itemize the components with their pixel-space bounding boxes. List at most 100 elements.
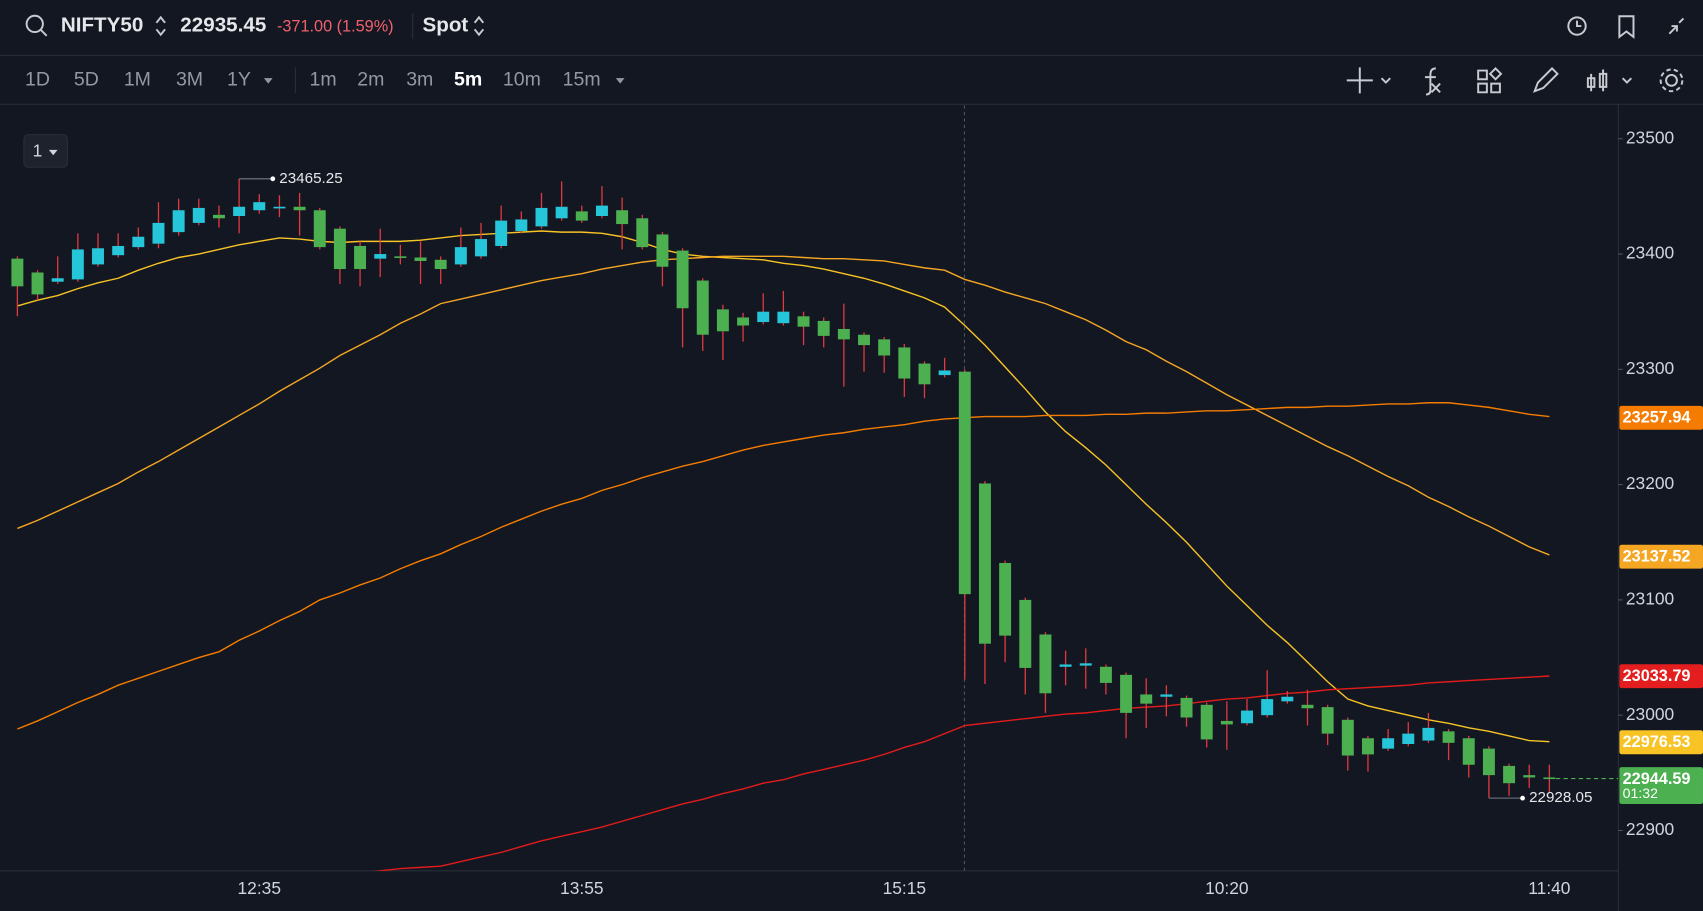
- pane-selector[interactable]: [23, 134, 68, 168]
- candle-body: [354, 245, 367, 270]
- candle-body: [434, 259, 447, 270]
- candle-body: [898, 347, 911, 379]
- caret: [615, 78, 625, 84]
- x-tick-label: 15:15: [883, 878, 926, 898]
- interval-button[interactable]: 5m: [454, 69, 482, 91]
- settings-icon[interactable]: [1665, 73, 1678, 87]
- candle-body: [495, 220, 508, 246]
- chart-type-icon[interactable]: [1586, 69, 1608, 92]
- interval-button[interactable]: 10m: [503, 69, 541, 91]
- interval-button[interactable]: 3m: [406, 69, 433, 91]
- pane-label[interactable]: 1: [33, 141, 43, 161]
- range-button[interactable]: 1D: [25, 69, 50, 91]
- candle-body: [333, 228, 346, 270]
- price-tag-label: 23137.52: [1623, 547, 1691, 565]
- candle-body: [1503, 765, 1516, 784]
- y-tick-label: 23200: [1626, 473, 1674, 493]
- search-icon[interactable]: [25, 14, 44, 34]
- candle-body: [616, 210, 629, 225]
- symbol-switch[interactable]: [155, 15, 166, 37]
- candle-body: [31, 272, 44, 295]
- mode[interactable]: Spot: [422, 14, 468, 37]
- candle-body: [1382, 738, 1395, 749]
- candle-body: [1482, 748, 1495, 776]
- candle-body: [313, 210, 326, 248]
- candle-body: [1462, 738, 1475, 765]
- price-tag-label: 22944.59: [1623, 770, 1691, 788]
- candle-body: [676, 250, 689, 309]
- candle-body: [152, 222, 165, 244]
- caret: [263, 78, 273, 84]
- price-tag-label: 23257.94: [1623, 409, 1691, 427]
- countdown: 01:32: [1623, 785, 1658, 801]
- range-button[interactable]: 3M: [176, 69, 203, 91]
- collapse-icon[interactable]: [1668, 17, 1685, 35]
- price-tag: [1619, 730, 1703, 755]
- candle-body: [1543, 777, 1556, 780]
- interval-button[interactable]: 1m: [310, 69, 337, 91]
- candle-body: [1180, 697, 1193, 718]
- candle-body: [716, 309, 729, 332]
- candle-body: [777, 311, 790, 324]
- price-tag: [1619, 405, 1703, 430]
- candle-body: [1361, 738, 1374, 755]
- candle-body: [172, 210, 185, 233]
- y-tick-label: 23300: [1626, 358, 1674, 378]
- candle-body: [535, 207, 548, 227]
- caret: [1380, 77, 1391, 84]
- candle-body: [1079, 663, 1092, 666]
- moving-average: [17, 255, 1550, 556]
- candle-body: [293, 206, 306, 211]
- templates-icon[interactable]: [1477, 67, 1503, 94]
- low-marker-label: 22928.05: [1529, 789, 1592, 806]
- candle-body: [515, 219, 528, 231]
- moving-average: [17, 402, 1550, 730]
- interval-button[interactable]: 15m: [563, 69, 601, 91]
- indicators-icon[interactable]: [1424, 67, 1441, 96]
- range-button[interactable]: 5D: [74, 69, 99, 91]
- x-tick-label: 11:40: [1528, 878, 1570, 898]
- alarm-icon[interactable]: [1567, 16, 1587, 36]
- moving-average: [374, 675, 1550, 871]
- interval-button[interactable]: 2m: [357, 69, 384, 91]
- crosshair-icon[interactable]: [1346, 67, 1373, 94]
- symbol[interactable]: NIFTY50: [61, 14, 144, 37]
- candle-body: [51, 278, 64, 282]
- price-tag: [1619, 544, 1703, 569]
- candle-body: [656, 234, 669, 267]
- y-tick-label: 23500: [1626, 127, 1674, 147]
- candle-body: [1039, 634, 1052, 694]
- settings-gear: [1659, 68, 1684, 93]
- caret: [48, 149, 58, 156]
- range-button[interactable]: 1Y: [227, 69, 251, 91]
- y-tick-label: 23000: [1626, 704, 1674, 724]
- range-button[interactable]: 1M: [124, 69, 151, 91]
- price-tag-label: 23033.79: [1623, 667, 1691, 685]
- candle-body: [454, 247, 467, 265]
- y-tick-label: 22900: [1626, 819, 1674, 839]
- candle-body: [1261, 699, 1274, 716]
- candle-body: [1422, 727, 1435, 741]
- mode-switch[interactable]: [473, 15, 485, 37]
- candle-body: [11, 258, 24, 287]
- candle-body: [71, 249, 84, 280]
- candle-body: [92, 248, 104, 265]
- drawing-icon[interactable]: [1532, 67, 1559, 93]
- candle-body: [797, 316, 810, 327]
- candle-body: [132, 236, 145, 248]
- candle-body: [1059, 664, 1072, 667]
- x-tick-label: 10:20: [1205, 878, 1248, 898]
- candle-body: [737, 317, 750, 326]
- candle-body: [1241, 710, 1253, 724]
- candle-body: [1402, 733, 1415, 745]
- candle-body: [1200, 704, 1213, 740]
- candle-body: [1301, 704, 1314, 709]
- candle-body: [1281, 696, 1294, 702]
- bookmark-icon[interactable]: [1618, 15, 1635, 39]
- toolbar: 1D 5D 1M 3M 1Y 1m 2m 3m 5m 10m 15m: [25, 67, 1684, 96]
- candle-body: [273, 206, 286, 209]
- price-tag-label: 22976.53: [1623, 733, 1691, 751]
- candle-body: [757, 311, 770, 323]
